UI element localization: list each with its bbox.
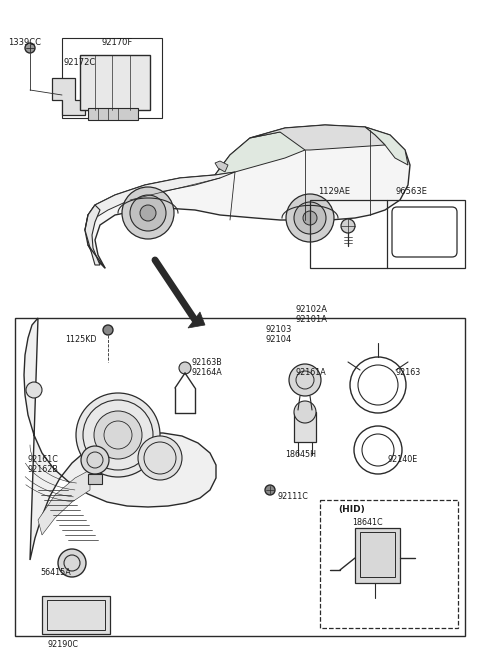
Text: 92163B: 92163B — [192, 358, 223, 367]
Polygon shape — [85, 125, 410, 268]
Text: 96563E: 96563E — [395, 187, 427, 196]
Polygon shape — [215, 130, 310, 175]
Bar — [320, 500, 458, 628]
Text: 92103: 92103 — [265, 325, 291, 334]
Circle shape — [76, 393, 160, 477]
Text: 92161C: 92161C — [28, 455, 59, 464]
Text: 18645H: 18645H — [285, 450, 316, 459]
Circle shape — [265, 485, 275, 495]
Text: 92102A: 92102A — [295, 305, 327, 314]
Polygon shape — [365, 127, 408, 165]
Circle shape — [130, 195, 166, 231]
Circle shape — [81, 446, 109, 474]
Circle shape — [289, 364, 321, 396]
Text: 92140E: 92140E — [388, 455, 418, 464]
Polygon shape — [38, 470, 90, 535]
Text: 92161A: 92161A — [295, 368, 326, 377]
Circle shape — [179, 362, 191, 374]
Text: (HID): (HID) — [338, 505, 365, 514]
Text: 18641C: 18641C — [352, 518, 383, 527]
Polygon shape — [188, 312, 205, 328]
Text: 92170F: 92170F — [102, 38, 133, 47]
Circle shape — [286, 194, 334, 242]
Circle shape — [303, 211, 317, 225]
Text: 92172C: 92172C — [63, 58, 95, 67]
Circle shape — [294, 202, 326, 234]
Text: 1339CC: 1339CC — [8, 38, 41, 47]
Circle shape — [58, 549, 86, 577]
Bar — [360, 532, 395, 577]
Bar — [15, 318, 465, 636]
Bar — [355, 528, 400, 583]
Circle shape — [122, 187, 174, 239]
Circle shape — [94, 411, 142, 459]
Circle shape — [294, 401, 316, 423]
Text: 92162B: 92162B — [28, 465, 59, 474]
Polygon shape — [88, 172, 235, 218]
Polygon shape — [250, 125, 385, 150]
Text: 92164A: 92164A — [192, 368, 223, 377]
Polygon shape — [85, 205, 100, 265]
Bar — [47, 600, 105, 630]
Text: 92163: 92163 — [395, 368, 420, 377]
Text: 56415A: 56415A — [40, 568, 71, 577]
Polygon shape — [215, 161, 228, 172]
Circle shape — [103, 325, 113, 335]
Polygon shape — [52, 78, 85, 115]
Bar — [62, 38, 162, 118]
Bar — [294, 412, 316, 442]
Bar — [80, 55, 150, 110]
Circle shape — [25, 43, 35, 53]
Circle shape — [140, 205, 156, 221]
Text: 92190C: 92190C — [48, 640, 79, 649]
Text: 1125KD: 1125KD — [65, 335, 96, 344]
Text: 92111C: 92111C — [278, 492, 309, 501]
Bar — [42, 596, 110, 634]
Circle shape — [26, 382, 42, 398]
Text: 92101A: 92101A — [295, 315, 327, 324]
Polygon shape — [24, 318, 216, 560]
Text: 1129AE: 1129AE — [318, 187, 350, 196]
Bar — [88, 108, 138, 120]
Text: 92104: 92104 — [265, 335, 291, 344]
Bar — [88, 474, 102, 484]
Circle shape — [138, 436, 182, 480]
Circle shape — [341, 219, 355, 233]
Bar — [310, 200, 465, 268]
